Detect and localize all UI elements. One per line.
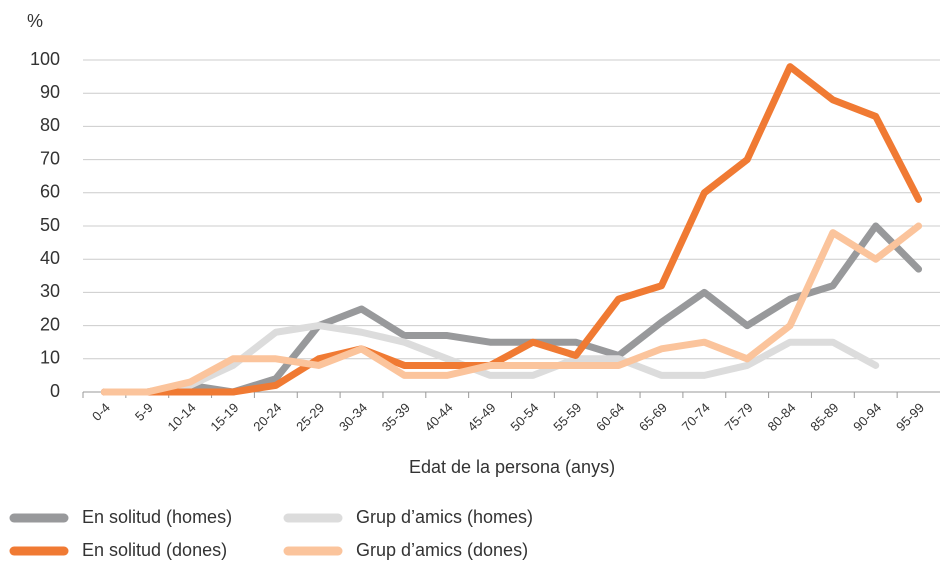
y-tick-label: 40: [40, 248, 60, 268]
y-tick-label: 100: [30, 49, 60, 69]
x-tick-label: 75-79: [722, 400, 756, 434]
x-tick-label: 70-74: [679, 400, 713, 434]
x-tick-label: 35-39: [379, 400, 413, 434]
y-tick-label: 10: [40, 348, 60, 368]
x-tick-label: 20-24: [250, 400, 284, 434]
y-tick-label: 20: [40, 314, 60, 334]
y-tick-label: 30: [40, 281, 60, 301]
x-tick-label: 15-19: [207, 400, 241, 434]
x-tick-label: 30-34: [336, 400, 370, 434]
y-tick-label: 90: [40, 82, 60, 102]
x-axis-label: Edat de la persona (anys): [409, 457, 615, 477]
x-tick-label: 45-49: [465, 400, 499, 434]
x-tick-label: 55-59: [550, 400, 584, 434]
x-tick-label: 5-9: [132, 400, 156, 424]
x-tick-label: 80-84: [764, 400, 798, 434]
y-axis-label: %: [27, 11, 43, 31]
y-tick-label: 50: [40, 215, 60, 235]
legend-label: En solitud (homes): [82, 507, 232, 527]
y-tick-label: 60: [40, 182, 60, 202]
legend-label: Grup d’amics (homes): [356, 507, 533, 527]
y-tick-label: 0: [50, 381, 60, 401]
x-tick-label: 60-64: [593, 400, 627, 434]
x-tick-label: 90-94: [850, 400, 884, 434]
legend-label: En solitud (dones): [82, 540, 227, 560]
x-tick-label: 40-44: [422, 400, 456, 434]
x-tick-label: 10-14: [165, 400, 199, 434]
x-tick-label: 0-4: [89, 400, 113, 424]
y-tick-label: 70: [40, 148, 60, 168]
x-tick-label: 85-89: [807, 400, 841, 434]
legend-label: Grup d’amics (dones): [356, 540, 528, 560]
series-line: [100, 222, 923, 396]
x-tick-label: 50-54: [507, 400, 541, 434]
y-tick-label: 80: [40, 115, 60, 135]
x-tick-label: 95-99: [893, 400, 927, 434]
x-tick-label: 65-69: [636, 400, 670, 434]
series-line: [100, 322, 880, 396]
series-line: [100, 63, 923, 396]
x-tick-label: 25-29: [293, 400, 327, 434]
